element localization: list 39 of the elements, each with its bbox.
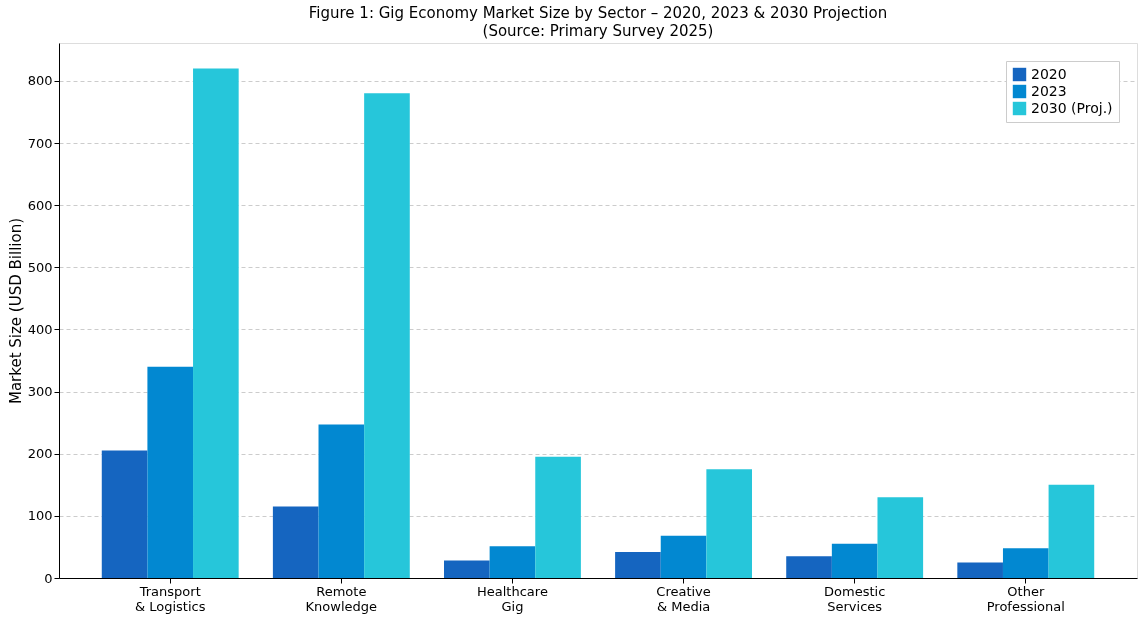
x-tick-label: Transport & Logistics: [134, 583, 206, 614]
legend-label: 2020: [1031, 65, 1067, 82]
x-tick-label: Healthcare Gig: [477, 583, 548, 614]
chart-title: Figure 1: Gig Economy Market Size by Sector – 2020, 2023 & 2030 Projection: [308, 4, 888, 22]
y-tick-label: 800: [27, 73, 53, 89]
x-tick-label: Creative & Media: [656, 583, 711, 614]
bar: [1048, 484, 1095, 578]
bar: [786, 556, 832, 578]
bar: [660, 535, 707, 578]
bar: [535, 456, 581, 578]
bar: [615, 551, 661, 578]
bar: [147, 366, 194, 578]
bar: [272, 506, 319, 578]
bar: [706, 469, 752, 578]
bar: [444, 560, 490, 578]
y-tick-label: 500: [27, 259, 53, 275]
y-tick-label: 600: [27, 197, 53, 213]
y-tick-label: 400: [27, 321, 53, 337]
bar: [957, 562, 1003, 578]
y-axis-title: Market Size (USD Billion): [6, 217, 25, 405]
bar: [318, 424, 365, 578]
bar: [877, 497, 924, 578]
bar: [101, 450, 148, 578]
y-tick-label: 300: [27, 384, 53, 400]
legend-label: 2030 (Proj.): [1031, 99, 1113, 116]
bar: [1002, 548, 1049, 578]
y-tick-label: 700: [27, 135, 53, 151]
chart-subtitle: (Source: Primary Survey 2025): [482, 22, 714, 40]
x-tick-label: Remote Knowledge: [305, 583, 378, 614]
x-tick-label: Other Professional: [986, 583, 1065, 614]
bar: [193, 68, 239, 578]
bar: [831, 543, 878, 578]
legend-label: 2023: [1031, 82, 1067, 99]
y-tick-label: 200: [27, 446, 53, 462]
x-tick-label: Domestic Services: [824, 583, 886, 614]
y-tick-label: 100: [27, 508, 53, 524]
y-tick-label: 0: [44, 570, 53, 586]
bar: [489, 546, 536, 578]
bar: [364, 93, 410, 578]
